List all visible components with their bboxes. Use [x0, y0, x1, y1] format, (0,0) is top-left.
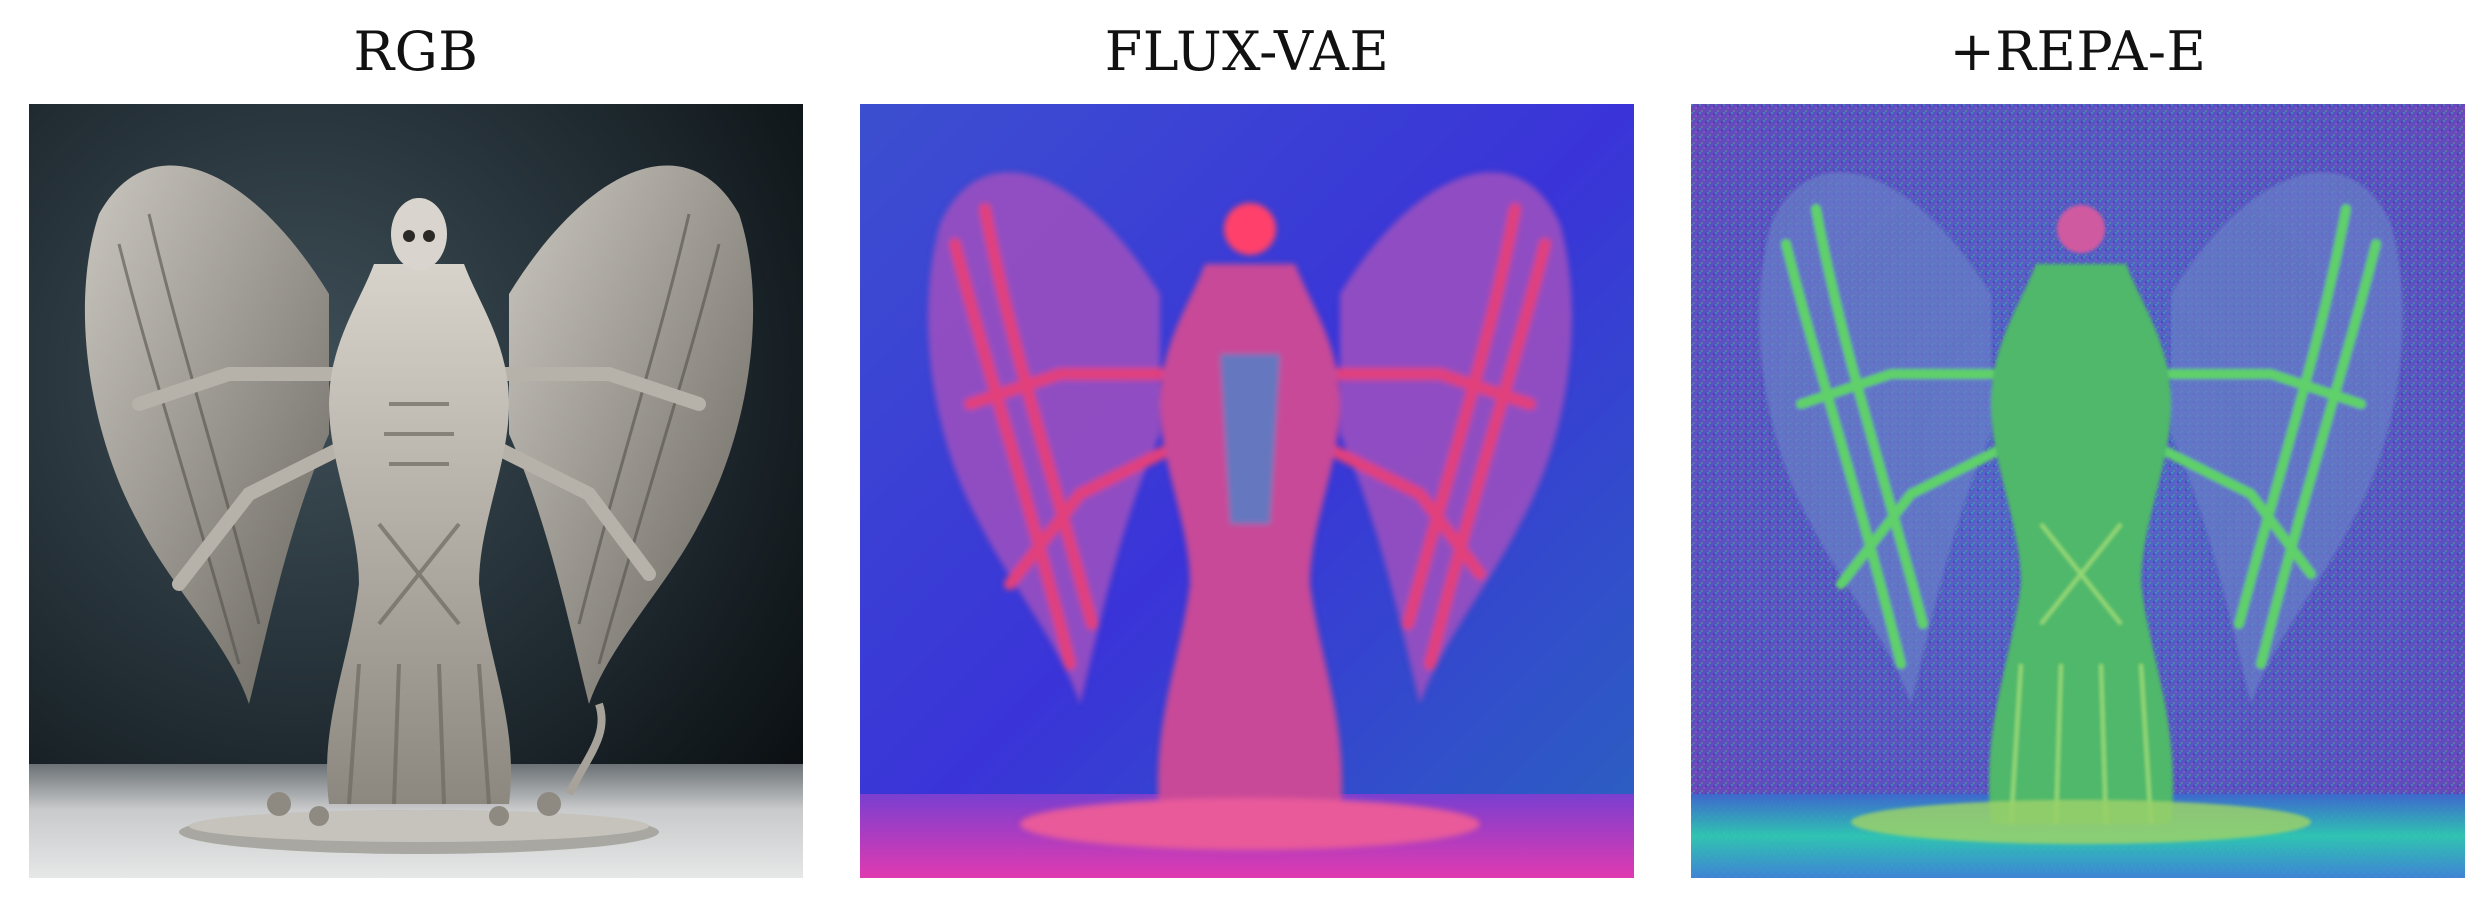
- panel-rgb: RGB: [29, 0, 803, 906]
- panel-flux-vae: FLUX-VAE: [860, 0, 1634, 906]
- flux-vae-image: [860, 104, 1634, 878]
- rgb-image: [29, 104, 803, 878]
- rgb-figure-illustration: [29, 104, 803, 878]
- panel-repa-e: +REPA-E: [1691, 0, 2465, 906]
- panel-title: FLUX-VAE: [1104, 20, 1390, 83]
- flux-vae-latent-illustration: [860, 104, 1634, 878]
- repa-e-image: [1691, 104, 2465, 878]
- repa-e-latent-illustration: [1691, 104, 2465, 878]
- panel-title: RGB: [353, 20, 479, 83]
- panel-title: +REPA-E: [1949, 20, 2207, 83]
